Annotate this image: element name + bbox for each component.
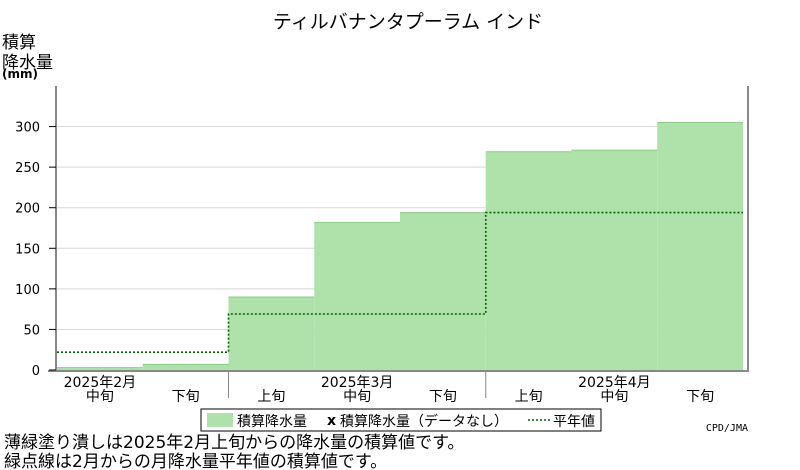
bar-accumulated	[57, 367, 143, 370]
bar-accumulated	[485, 151, 572, 370]
x-dekad-label: 下旬	[172, 389, 200, 405]
note-line-1: 薄緑塗り潰しは2025年2月上旬からの降水量の積算値です。	[4, 432, 464, 453]
bar-accumulated	[228, 296, 315, 370]
note-line-2: 緑点線は2月からの月降水量平年値の積算値です。	[4, 452, 387, 470]
x-dekad-label: 中旬	[86, 389, 114, 405]
legend-label-missing: 積算降水量（データなし）	[340, 413, 508, 430]
y-tick-label: 0	[32, 364, 40, 379]
credit-label: CPD/JMA	[706, 423, 748, 434]
bar-accumulated	[571, 150, 658, 370]
y-tick-label: 200	[15, 202, 40, 217]
legend-label-normal: 平年値	[553, 414, 595, 430]
legend: 積算降水量 x 積算降水量（データなし） 平年値	[200, 408, 602, 432]
x-dekad-label: 上旬	[257, 389, 285, 405]
normal-line	[57, 211, 743, 353]
legend-swatch-accumulated	[207, 413, 233, 427]
bar-accumulated	[400, 212, 486, 370]
bar-accumulated	[314, 222, 400, 370]
y-tick-label: 50	[23, 323, 40, 338]
chart-title: ティルバナンタプーラム インド	[273, 11, 543, 33]
legend-marker-missing: x	[327, 413, 336, 429]
y-axis-label-line-1: 積算	[2, 33, 36, 53]
x-dekad-label: 上旬	[515, 389, 543, 405]
x-month-label: 2025年2月	[64, 375, 137, 391]
x-dekad-label: 下旬	[686, 389, 714, 405]
y-tick-label: 100	[15, 283, 40, 298]
bar-accumulated	[142, 364, 229, 370]
y-tick-label: 150	[15, 242, 40, 257]
legend-label-accumulated: 積算降水量	[237, 414, 307, 430]
x-dekad-label: 中旬	[343, 389, 371, 405]
y-tick-label: 300	[15, 121, 40, 136]
y-tick-label: 250	[15, 161, 40, 176]
x-month-label: 2025年4月	[578, 375, 651, 391]
bar-accumulated	[657, 122, 743, 370]
y-axis-label-line-2: 降水量	[2, 53, 53, 73]
x-dekad-label: 下旬	[429, 389, 457, 405]
y-axis-unit: (mm)	[2, 67, 38, 81]
legend-box	[200, 408, 602, 432]
x-month-label: 2025年3月	[321, 375, 394, 391]
x-dekad-label: 中旬	[600, 389, 628, 405]
